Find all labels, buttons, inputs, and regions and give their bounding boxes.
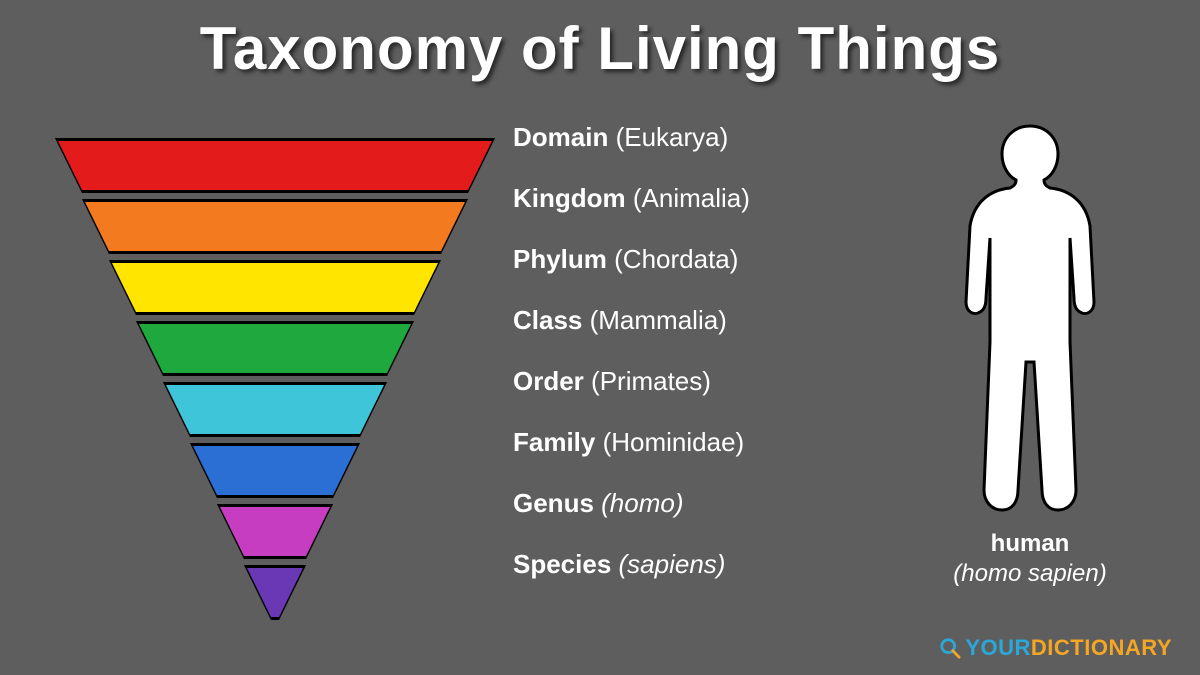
funnel-row: Phylum (Chordata) <box>55 232 750 287</box>
funnel-label: Order (Primates) <box>513 366 711 397</box>
yourdictionary-logo: YOURDICTIONARY <box>939 635 1172 661</box>
funnel-label: Domain (Eukarya) <box>513 122 728 153</box>
funnel-label: Class (Mammalia) <box>513 305 727 336</box>
logo-part-2: DICTIONARY <box>1031 635 1172 661</box>
funnel-row: Domain (Eukarya) <box>55 110 750 165</box>
rank-example: (Primates) <box>591 366 711 396</box>
rank-name: Genus <box>513 488 601 518</box>
rank-name: Family <box>513 427 603 457</box>
rank-name: Class <box>513 305 590 335</box>
rank-example: (sapiens) <box>619 549 726 579</box>
funnel-row: Genus (homo) <box>55 476 750 531</box>
human-figure-block: human (homo sapien) <box>920 118 1140 589</box>
rank-name: Phylum <box>513 244 614 274</box>
figure-caption: human (homo sapien) <box>920 529 1140 589</box>
page-title: Taxonomy of Living Things <box>0 14 1200 83</box>
rank-example: (Animalia) <box>633 183 750 213</box>
rank-example: (Eukarya) <box>616 122 729 152</box>
funnel-row: Family (Hominidae) <box>55 415 750 470</box>
funnel-row: Species (sapiens) <box>55 537 750 592</box>
rank-name: Order <box>513 366 591 396</box>
figure-caption-main: human <box>920 529 1140 559</box>
figure-caption-sub: (homo sapien) <box>920 559 1140 589</box>
rank-name: Species <box>513 549 619 579</box>
funnel-label: Family (Hominidae) <box>513 427 744 458</box>
rank-example: (homo) <box>601 488 683 518</box>
funnel-label: Species (sapiens) <box>513 549 725 580</box>
rank-name: Kingdom <box>513 183 633 213</box>
human-silhouette <box>920 118 1140 518</box>
funnel-label: Genus (homo) <box>513 488 684 519</box>
funnel-row: Kingdom (Animalia) <box>55 171 750 226</box>
rank-name: Domain <box>513 122 616 152</box>
funnel-row: Class (Mammalia) <box>55 293 750 348</box>
funnel-label: Phylum (Chordata) <box>513 244 738 275</box>
taxonomy-funnel: Domain (Eukarya) Kingdom (Animalia) Phylum… <box>55 110 750 598</box>
rank-example: (Mammalia) <box>590 305 727 335</box>
funnel-label: Kingdom (Animalia) <box>513 183 750 214</box>
funnel-row: Order (Primates) <box>55 354 750 409</box>
magnifier-icon <box>939 637 961 659</box>
rank-example: (Hominidae) <box>603 427 745 457</box>
logo-part-1: YOUR <box>965 635 1031 661</box>
funnel-segment <box>247 568 302 617</box>
rank-example: (Chordata) <box>614 244 738 274</box>
